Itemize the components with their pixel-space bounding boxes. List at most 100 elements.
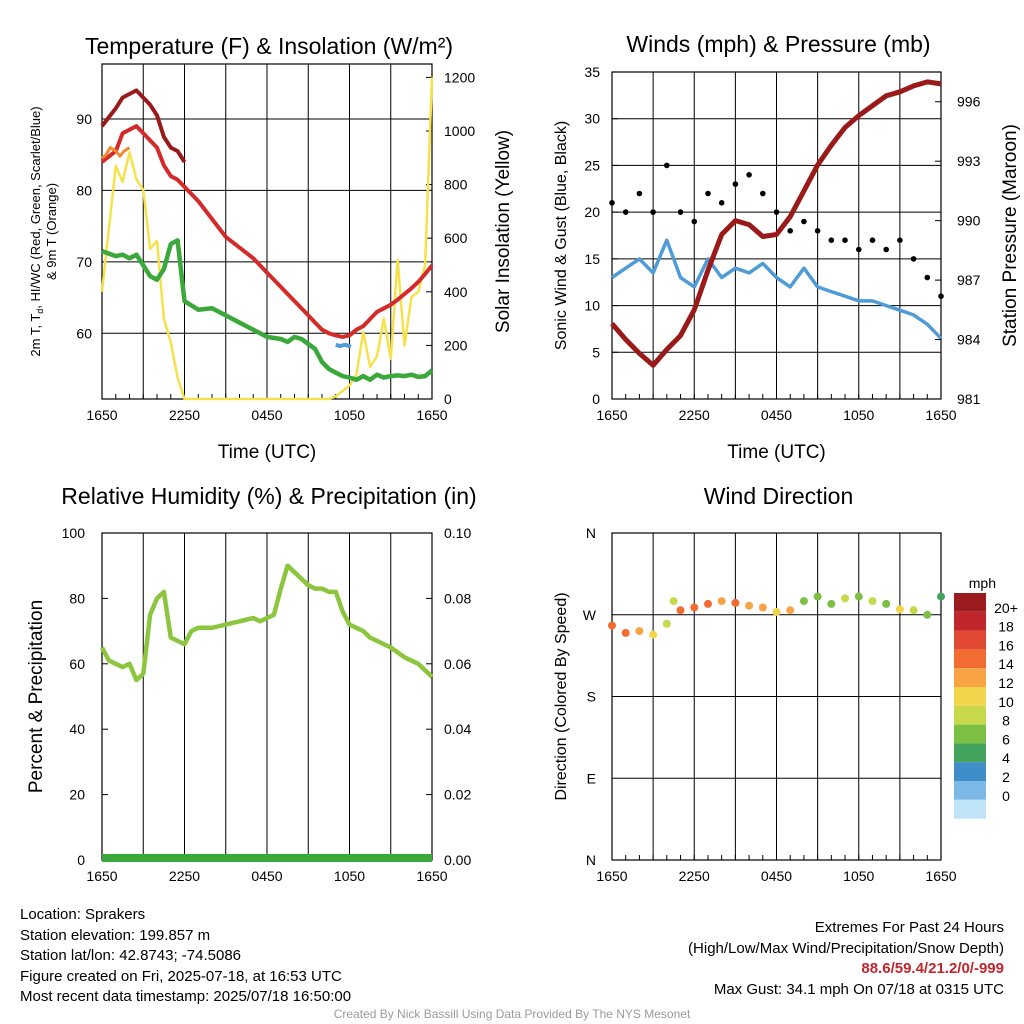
y-tick-label: N (586, 852, 596, 868)
legend-label: 6 (1002, 731, 1010, 747)
x-tick-label: 1050 (334, 407, 365, 423)
y2-tick-label: 400 (444, 284, 468, 300)
direction-point (772, 608, 781, 616)
x-axis-label: Time (UTC) (218, 442, 317, 463)
gust-point (869, 237, 876, 243)
x-tick-label: 1650 (596, 407, 627, 423)
x-tick-label: 1650 (925, 868, 956, 884)
chart-title: Temperature (F) & Insolation (W/m²) (85, 33, 453, 59)
y-tick-label: 10 (584, 298, 600, 314)
legend-label: 0 (1002, 788, 1010, 804)
gust-point (760, 190, 766, 197)
gust-point (828, 237, 835, 243)
legend-label: 2 (1002, 769, 1010, 785)
direction-point (854, 592, 863, 601)
gust-point (732, 181, 739, 187)
direction-point (704, 599, 712, 608)
legend-swatch (954, 762, 986, 781)
x-tick-label: 2250 (169, 868, 200, 884)
y2-tick-label: 0 (444, 391, 452, 407)
y-axis-label: Percent & Precipitation (26, 600, 47, 793)
extremes-title: Extremes For Past 24 Hours (814, 919, 1004, 936)
recent-data-text: Most recent data timestamp: 2025/07/18 1… (20, 988, 352, 1005)
direction-point (758, 603, 767, 612)
y-tick-label: 15 (584, 251, 600, 267)
y2-tick-label: 984 (957, 332, 981, 348)
legend-swatch (954, 743, 986, 763)
gust-point (677, 209, 684, 215)
latlon-text: Station lat/lon: 42.8743; -74.5086 (20, 947, 242, 964)
y-tick-label: 60 (76, 325, 92, 341)
legend-swatch (954, 593, 986, 612)
legend-swatch (954, 705, 986, 725)
y-tick-label: 70 (76, 254, 92, 270)
series-line-td (101, 238, 434, 382)
legend-swatch (954, 611, 986, 631)
y-tick-label: 90 (76, 111, 92, 127)
x-tick-label: 2250 (679, 407, 710, 423)
gust-point (883, 246, 889, 253)
y2-tick-label: 993 (957, 153, 981, 169)
series-line-9m-t (101, 146, 131, 160)
x-tick-label: 0450 (761, 868, 792, 884)
y-axis-label: Direction (Colored By Speed) (553, 592, 570, 800)
chart-title: Winds (mph) & Pressure (mb) (626, 31, 930, 57)
direction-point (923, 610, 932, 619)
direction-point (621, 628, 630, 637)
direction-point (895, 605, 904, 614)
legend-label: 18 (998, 619, 1014, 635)
y-axis-label-line2: & 9m T (Orange) (44, 183, 59, 280)
y-tick-label: 80 (76, 182, 92, 198)
legend-swatch (954, 687, 986, 706)
y2-tick-label: 1200 (444, 69, 475, 85)
gust-point (636, 190, 643, 197)
legend-label: 20+ (994, 600, 1018, 616)
gust-point (910, 256, 917, 262)
legend-label: 12 (998, 675, 1014, 691)
x-tick-label: 0450 (761, 407, 792, 423)
gust-point (938, 293, 944, 300)
direction-point (882, 599, 891, 608)
y-tick-label: S (587, 689, 596, 705)
gust-point (814, 228, 821, 234)
legend-label: 10 (998, 694, 1014, 710)
y2-tick-label: 990 (957, 213, 981, 229)
y-tick-label: 35 (584, 64, 600, 80)
gust-point (842, 237, 848, 243)
y2-tick-label: 600 (444, 230, 468, 246)
x-axis-label: Time (UTC) (727, 442, 826, 463)
y-axis-label-sub: d (35, 309, 45, 314)
y-axis-label-part: , HI/WC (Red, Green, Scarlet/Blue) (28, 106, 43, 308)
temperature-insolation-panel: 1650 2250 0450 1050 1650 60 70 80 90 0 200 400 600 80… (28, 33, 514, 463)
direction-point (786, 606, 795, 615)
y-axis-label: 2m T, Td, HI/WC (Red, Green, Scarlet/Blu… (28, 106, 45, 356)
legend-label: 16 (998, 637, 1014, 653)
series-line-pressure (610, 79, 942, 368)
legend-label: 4 (1002, 750, 1010, 766)
gust-point (856, 246, 862, 253)
gust-point (705, 190, 711, 197)
winds-pressure-panel: 1650 2250 0450 1050 165005101520253035981984… (553, 31, 1021, 463)
legend-swatch (954, 649, 986, 669)
x-tick-label: 1650 (925, 407, 956, 423)
series-line-hi (100, 88, 187, 163)
direction-point (745, 601, 754, 610)
series-line-rh (100, 563, 434, 683)
y-tick-label: 5 (592, 344, 600, 360)
direction-point (649, 630, 658, 639)
y-axis-label: Sonic Wind & Gust (Blue, Black) (553, 121, 570, 350)
extremes-values: 88.6/59.4/21.2/0/-999 (861, 960, 1004, 977)
direction-point (731, 598, 740, 607)
y2-tick-label: 987 (957, 272, 981, 288)
credit-text: Created By Nick Bassill Using Data Provi… (333, 1007, 691, 1021)
y2-tick-label: 200 (444, 337, 468, 353)
y-tick-label: 80 (69, 590, 85, 606)
gust-point (746, 172, 752, 178)
extremes-subtitle: (High/Low/Max Wind/Precipitation/Snow De… (688, 939, 1004, 957)
y2-tick-label: 0.00 (444, 852, 471, 868)
chart-title: Relative Humidity (%) & Precipitation (i… (61, 483, 476, 509)
direction-point (717, 597, 726, 606)
legend-swatch (954, 668, 986, 687)
location-text: Location: Sprakers (20, 906, 146, 923)
